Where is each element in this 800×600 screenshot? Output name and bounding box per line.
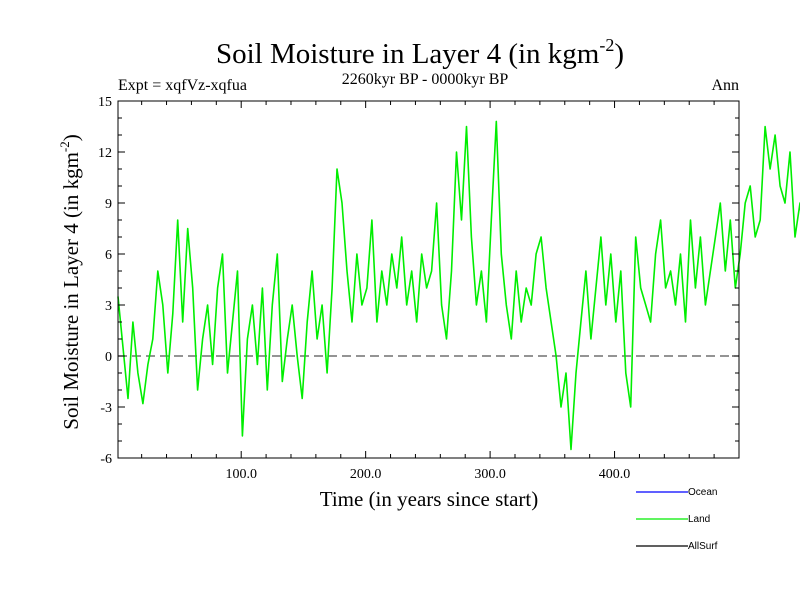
series-layer — [117, 120, 800, 451]
y-tick-label: 9 — [105, 197, 112, 212]
y-tick-label: 3 — [105, 299, 112, 314]
experiment-label: Expt = xqfVz-xqfua — [118, 77, 247, 94]
y-tick-label: 6 — [105, 248, 112, 263]
x-tick-label: 100.0 — [225, 467, 257, 482]
y-tick-label: 15 — [98, 95, 112, 110]
legend-label-ocean: Ocean — [688, 487, 717, 498]
legend-label-allsurf: AllSurf — [688, 541, 718, 552]
y-tick-label: -6 — [100, 452, 112, 467]
axis-ticks: -6 -3 0 3 6 9 12 15 100.0 200.0 300.0 400.0 — [98, 95, 739, 482]
x-tick-label: 400.0 — [599, 467, 631, 482]
x-tick-label: 300.0 — [474, 467, 506, 482]
x-tick-label: 200.0 — [350, 467, 382, 482]
legend: Ocean Land AllSurf — [636, 487, 718, 552]
y-tick-label: 12 — [98, 146, 112, 161]
chart-title: Soil Moisture in Layer 4 (in kgm-2) — [216, 35, 624, 70]
series-line-land — [117, 120, 800, 451]
x-axis-label: Time (in years since start) — [320, 487, 539, 511]
y-tick-label: 0 — [105, 350, 112, 365]
period-label: 2260kyr BP - 0000kyr BP — [342, 71, 509, 88]
season-label: Ann — [711, 77, 739, 94]
plot-frame — [117, 100, 740, 459]
y-axis-label: Soil Moisture in Layer 4 (in kgm-2) — [57, 134, 83, 429]
y-tick-label: -3 — [100, 401, 112, 416]
legend-label-land: Land — [688, 514, 710, 525]
